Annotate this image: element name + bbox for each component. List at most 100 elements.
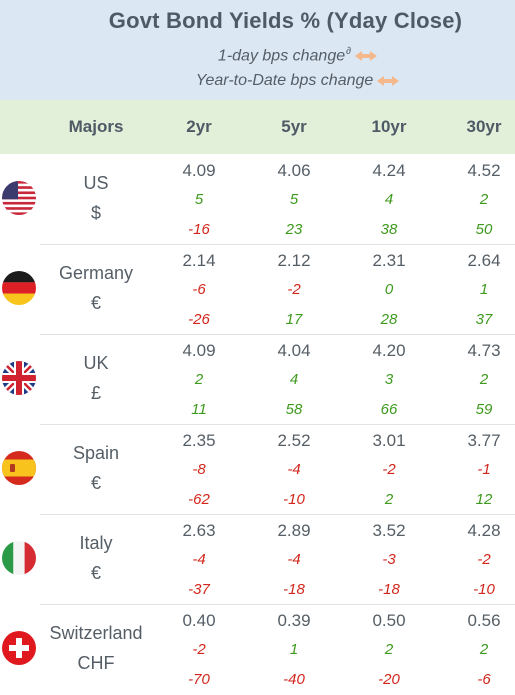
yield-2yr: 0.40	[182, 611, 216, 630]
ytd-change-30yr: 50	[475, 221, 493, 238]
yield-2yr: 2.63	[182, 521, 216, 540]
day-change-30yr: 2	[479, 371, 489, 388]
table-row: Italy €2.63 -4 -37 2.89 -4 -18 3.52 -3 -18 4.28 -2 -…	[0, 515, 515, 605]
yield-30yr: 4.73	[467, 341, 501, 360]
legend-1day: 1-day bps change∂	[0, 46, 515, 65]
country-name: Germany	[58, 263, 134, 283]
ytd-change-10yr: 38	[380, 221, 398, 238]
legend-1day-label: 1-day bps change	[217, 47, 346, 65]
day-change-2yr: -4	[192, 551, 206, 568]
yield-2yr: 2.14	[182, 251, 216, 270]
day-change-30yr: 2	[479, 191, 489, 208]
yield-5yr: 2.12	[277, 251, 311, 270]
day-change-5yr: 5	[289, 191, 299, 208]
yield-5yr: 2.52	[277, 431, 311, 450]
yield-10yr: 4.24	[372, 161, 406, 180]
day-change-10yr: 2	[384, 641, 394, 658]
day-change-10yr: 4	[384, 191, 394, 208]
country-name: Switzerland	[49, 623, 143, 643]
column-header-30yr: 30yr	[466, 117, 502, 136]
yield-5yr: 2.89	[277, 521, 311, 540]
legend-ytd: Year-to-Date bps change	[0, 72, 515, 90]
country-name: Italy	[79, 533, 113, 553]
yield-30yr: 0.56	[467, 611, 501, 630]
day-change-30yr: -2	[477, 551, 491, 568]
column-header-10yr: 10yr	[371, 117, 407, 136]
day-change-30yr: 1	[479, 281, 489, 298]
ytd-change-2yr: -37	[188, 581, 210, 598]
ytd-change-5yr: 58	[285, 401, 303, 418]
day-change-5yr: -4	[287, 461, 301, 478]
spain-flag-icon	[2, 451, 36, 485]
ytd-change-2yr: 11	[191, 401, 207, 418]
yield-30yr: 4.28	[467, 521, 501, 540]
ytd-change-10yr: 66	[380, 401, 398, 418]
yield-10yr: 0.50	[372, 611, 406, 630]
ytd-change-5yr: -18	[283, 581, 305, 598]
yield-5yr: 4.06	[277, 161, 311, 180]
yield-10yr: 2.31	[372, 251, 406, 270]
row-divider	[40, 604, 515, 605]
day-change-2yr: -8	[192, 461, 206, 478]
ytd-change-5yr: -40	[283, 671, 305, 688]
ytd-change-10yr: -20	[378, 671, 400, 688]
legend-1day-mark: ∂	[346, 46, 352, 57]
ytd-change-10yr: 28	[380, 311, 398, 328]
table-row: UK £4.09 2 11 4.04 4 58 4.20 3 66 4.73 2 59	[0, 335, 515, 425]
ytd-change-2yr: -70	[188, 671, 210, 688]
table-row: Switzerland CHF 0.40 -2 -70 0.39 1 -40 0.50 2 -20 0…	[0, 605, 515, 695]
table-row: US $4.09 5 -16 4.06 5 23 4.24 4 38 4.52 2 50	[0, 155, 515, 245]
day-change-2yr: -6	[192, 281, 206, 298]
column-header-2yr: 2yr	[186, 117, 212, 136]
day-change-10yr: 0	[384, 281, 394, 298]
yield-10yr: 4.20	[372, 341, 406, 360]
country-name: US	[83, 173, 109, 193]
yield-30yr: 4.52	[467, 161, 501, 180]
double-arrow-icon	[355, 51, 378, 62]
day-change-10yr: 3	[384, 371, 394, 388]
italy-flag-icon	[2, 541, 36, 575]
yield-5yr: 0.39	[277, 611, 311, 630]
title-banner: Govt Bond Yields % (Yday Close) 1-day bp…	[0, 0, 515, 100]
yield-2yr: 4.09	[182, 161, 216, 180]
ytd-change-10yr: -18	[378, 581, 400, 598]
ytd-change-30yr: 37	[475, 311, 493, 328]
yield-10yr: 3.52	[372, 521, 406, 540]
ytd-change-2yr: -26	[188, 311, 210, 328]
uk-flag-icon	[2, 361, 36, 395]
column-header-majors: Majors	[68, 117, 124, 136]
ytd-change-30yr: -10	[473, 581, 495, 598]
row-divider	[40, 514, 515, 515]
ytd-change-5yr: -10	[283, 491, 305, 508]
day-change-5yr: -4	[287, 551, 301, 568]
row-divider	[40, 334, 515, 335]
page-title: Govt Bond Yields % (Yday Close)	[108, 8, 463, 33]
day-change-30yr: -1	[477, 461, 491, 478]
day-change-5yr: 1	[289, 641, 299, 658]
table-row: Germany €2.14 -6 -26 2.12 -2 17 2.31 0 28 2.64 1 37	[0, 245, 515, 335]
ytd-change-30yr: -6	[477, 671, 491, 688]
country-name: Spain	[72, 443, 120, 463]
ytd-change-2yr: -16	[188, 221, 210, 238]
currency-symbol: €	[90, 293, 101, 313]
currency-symbol: €	[90, 563, 101, 583]
ytd-change-10yr: 2	[384, 491, 394, 508]
switzerland-flag-icon	[2, 631, 36, 665]
day-change-2yr: 5	[194, 191, 204, 208]
ytd-change-5yr: 23	[285, 221, 303, 238]
currency-symbol: $	[90, 203, 101, 223]
country-name: UK	[83, 353, 109, 373]
table-row: Spain €2.35 -8 -62 2.52 -4 -10 3.01 -2 2 3.77 -1 12	[0, 425, 515, 515]
day-change-2yr: -2	[192, 641, 206, 658]
ytd-change-30yr: 59	[475, 401, 493, 418]
row-divider	[40, 424, 515, 425]
double-arrow-icon	[377, 75, 400, 86]
day-change-2yr: 2	[194, 371, 204, 388]
yield-2yr: 2.35	[182, 431, 216, 450]
column-header-5yr: 5yr	[281, 117, 307, 136]
ytd-change-30yr: 12	[475, 491, 493, 508]
us-flag-icon	[2, 181, 36, 215]
day-change-10yr: -2	[382, 461, 396, 478]
yield-30yr: 3.77	[467, 431, 501, 450]
yield-10yr: 3.01	[372, 431, 406, 450]
